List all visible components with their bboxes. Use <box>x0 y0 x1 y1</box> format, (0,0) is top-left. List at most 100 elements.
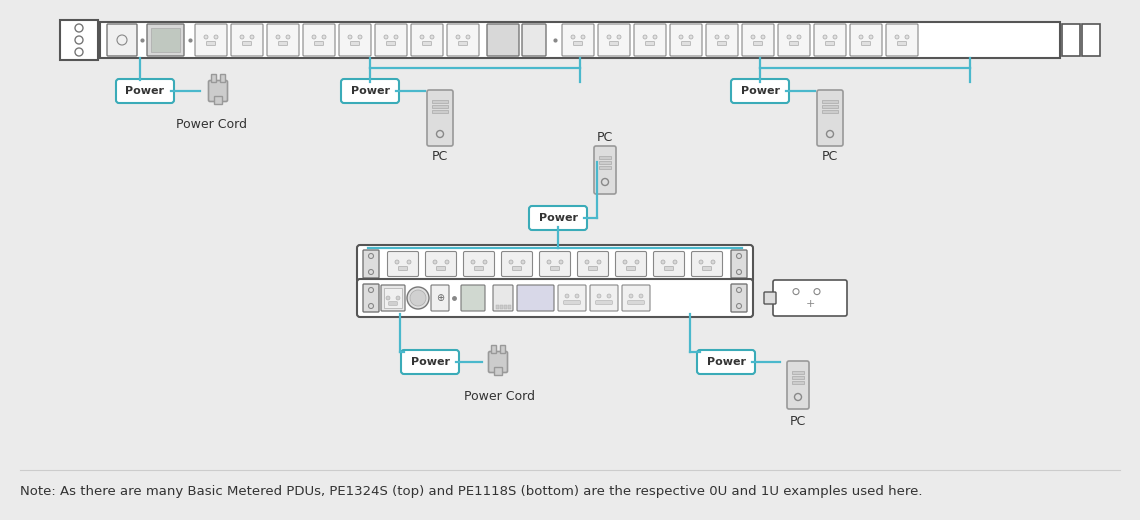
Circle shape <box>905 35 909 39</box>
FancyBboxPatch shape <box>563 301 580 304</box>
FancyBboxPatch shape <box>458 42 467 45</box>
FancyBboxPatch shape <box>425 252 456 277</box>
FancyBboxPatch shape <box>814 24 846 56</box>
Circle shape <box>321 35 326 39</box>
FancyBboxPatch shape <box>447 24 479 56</box>
Bar <box>504 305 507 309</box>
FancyBboxPatch shape <box>594 146 616 194</box>
Circle shape <box>241 35 244 39</box>
Circle shape <box>689 35 693 39</box>
Bar <box>1062 24 1080 56</box>
FancyBboxPatch shape <box>412 24 443 56</box>
Circle shape <box>430 35 434 39</box>
Bar <box>432 110 448 113</box>
FancyBboxPatch shape <box>474 266 483 270</box>
FancyBboxPatch shape <box>195 24 227 56</box>
FancyBboxPatch shape <box>596 301 612 304</box>
Text: ⊕: ⊕ <box>435 293 445 303</box>
Circle shape <box>869 35 873 39</box>
Circle shape <box>751 35 755 39</box>
FancyBboxPatch shape <box>817 90 842 146</box>
Circle shape <box>585 260 589 264</box>
FancyBboxPatch shape <box>243 42 252 45</box>
FancyBboxPatch shape <box>399 266 407 270</box>
FancyBboxPatch shape <box>897 42 906 45</box>
Text: PC: PC <box>790 415 806 428</box>
FancyBboxPatch shape <box>529 206 587 230</box>
FancyBboxPatch shape <box>717 42 726 45</box>
FancyBboxPatch shape <box>754 42 763 45</box>
FancyBboxPatch shape <box>539 252 570 277</box>
Bar <box>491 345 496 353</box>
Bar <box>432 100 448 103</box>
FancyBboxPatch shape <box>588 266 597 270</box>
Bar <box>60 20 98 60</box>
Circle shape <box>466 35 470 39</box>
Circle shape <box>895 35 899 39</box>
Circle shape <box>823 35 826 39</box>
Circle shape <box>575 294 579 298</box>
FancyBboxPatch shape <box>706 24 738 56</box>
FancyBboxPatch shape <box>357 279 754 317</box>
Bar <box>494 367 502 375</box>
FancyBboxPatch shape <box>231 24 263 56</box>
FancyBboxPatch shape <box>464 252 495 277</box>
Bar <box>214 96 222 104</box>
Text: Note: As there are many Basic Metered PDUs, PE1324S (top) and PE1118S (bottom) a: Note: As there are many Basic Metered PD… <box>21 486 922 499</box>
Circle shape <box>597 260 601 264</box>
FancyBboxPatch shape <box>489 352 507 372</box>
Circle shape <box>699 260 703 264</box>
Circle shape <box>571 35 575 39</box>
Bar <box>500 345 505 353</box>
FancyBboxPatch shape <box>423 42 432 45</box>
FancyBboxPatch shape <box>682 42 691 45</box>
Text: Power: Power <box>707 357 746 367</box>
Bar <box>211 74 215 82</box>
Circle shape <box>471 260 475 264</box>
FancyBboxPatch shape <box>357 245 754 283</box>
Circle shape <box>396 296 400 300</box>
Circle shape <box>410 290 426 306</box>
Circle shape <box>384 35 388 39</box>
Circle shape <box>407 260 412 264</box>
Circle shape <box>286 35 290 39</box>
Circle shape <box>622 260 627 264</box>
Circle shape <box>787 35 791 39</box>
FancyBboxPatch shape <box>670 24 702 56</box>
FancyBboxPatch shape <box>339 24 370 56</box>
Bar <box>220 74 225 82</box>
Bar <box>822 100 838 103</box>
FancyBboxPatch shape <box>381 285 405 311</box>
FancyBboxPatch shape <box>513 266 521 270</box>
Circle shape <box>433 260 437 264</box>
Circle shape <box>606 35 611 39</box>
Circle shape <box>483 260 487 264</box>
FancyBboxPatch shape <box>303 24 335 56</box>
FancyBboxPatch shape <box>777 24 811 56</box>
Circle shape <box>565 294 569 298</box>
Bar <box>1082 24 1100 56</box>
FancyBboxPatch shape <box>209 81 228 101</box>
Bar <box>598 156 611 159</box>
FancyBboxPatch shape <box>428 90 453 146</box>
FancyBboxPatch shape <box>634 24 666 56</box>
Circle shape <box>635 260 640 264</box>
FancyBboxPatch shape <box>386 42 396 45</box>
FancyBboxPatch shape <box>692 252 723 277</box>
FancyBboxPatch shape <box>389 302 398 305</box>
FancyBboxPatch shape <box>591 285 618 311</box>
Circle shape <box>725 35 728 39</box>
Bar <box>496 305 499 309</box>
Bar <box>100 22 1060 58</box>
Circle shape <box>643 35 648 39</box>
Bar <box>598 161 611 164</box>
Circle shape <box>581 35 585 39</box>
Bar <box>822 110 838 113</box>
Bar <box>598 166 611 169</box>
Circle shape <box>629 294 633 298</box>
FancyBboxPatch shape <box>645 42 654 45</box>
FancyBboxPatch shape <box>147 24 184 56</box>
Circle shape <box>661 260 665 264</box>
Text: PC: PC <box>432 150 448 163</box>
Circle shape <box>420 35 424 39</box>
